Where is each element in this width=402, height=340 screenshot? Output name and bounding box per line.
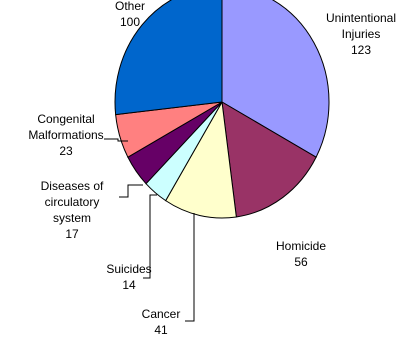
slice-label-line-2-0: Cancer (142, 307, 181, 321)
slice-label-line-1-0: Homicide (276, 239, 326, 253)
leader-line-5 (104, 138, 128, 142)
slice-label-line-0-1: Injuries (342, 27, 381, 41)
leader-line-2 (185, 213, 195, 322)
pie-slice-6 (114, 0, 223, 116)
slice-label-4: Diseases of circulatory system 17 (41, 179, 104, 241)
slice-value-3: 14 (122, 278, 136, 292)
slice-value-6: 100 (120, 15, 140, 29)
slice-label-line-3-0: Suicides (106, 262, 151, 276)
slice-label-line-4-2: system (53, 211, 91, 225)
slice-value-4: 17 (65, 227, 79, 241)
slice-value-0: 123 (351, 43, 371, 57)
slice-label-0: Unintentional Injuries 123 (326, 11, 396, 57)
slice-label-5: Congenital Malformations 23 (28, 112, 103, 158)
slice-value-1: 56 (294, 255, 308, 269)
slice-label-1: Homicide 56 (276, 239, 326, 269)
leader-lines (104, 138, 195, 322)
pie-slice-0 (221, 0, 330, 158)
slice-label-6: Other 100 (115, 0, 145, 29)
slice-label-line-0-0: Unintentional (326, 11, 396, 25)
slice-label-3: Suicides 14 (106, 262, 151, 292)
pie-slice-2 (165, 100, 237, 219)
slice-value-5: 23 (59, 144, 73, 158)
pie-slices (114, 0, 330, 219)
slice-value-2: 41 (154, 323, 168, 337)
slice-label-line-4-1: circulatory (45, 195, 100, 209)
leader-line-3 (143, 194, 157, 279)
slice-label-line-5-0: Congenital (37, 112, 94, 126)
slice-label-line-5-1: Malformations (28, 128, 103, 142)
slice-label-2: Cancer 41 (142, 307, 181, 337)
slice-labels: Unintentional Injuries 123 Homicide 56 Cancer… (28, 0, 396, 337)
leader-line-4 (119, 184, 143, 198)
slice-label-line-4-0: Diseases of (41, 179, 104, 193)
slice-label-line-6-0: Other (115, 0, 145, 13)
pie-slice-1 (221, 101, 317, 218)
